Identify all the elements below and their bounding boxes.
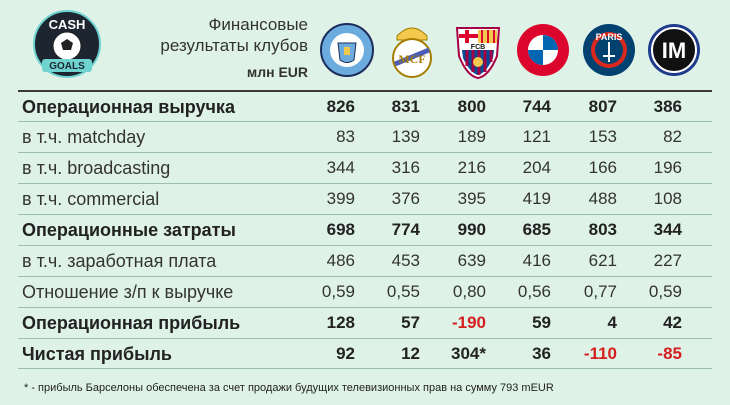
- real-madrid-crest-text: MCF: [398, 52, 425, 66]
- row-label: Операционные затраты: [22, 220, 236, 240]
- table-cell: 419: [522, 189, 551, 208]
- table-cell: 36: [532, 344, 551, 363]
- table-row: Операционная прибыль 128 57 -190 59 4 42: [18, 307, 712, 338]
- table-cell: 227: [653, 251, 682, 270]
- table-cell: 803: [588, 220, 617, 239]
- table-cell: 807: [588, 97, 617, 116]
- table-row: Операционная выручка 826 831 800 744 807 386: [18, 90, 712, 121]
- barcelona-crest-text: FCB: [471, 44, 485, 51]
- real-madrid-crest-icon: MCF: [383, 18, 441, 82]
- table-cell: 698: [326, 220, 355, 239]
- row-label: Отношение з/п к выручке: [22, 282, 234, 302]
- table-cell: 4: [607, 313, 617, 332]
- table-cell: 774: [391, 220, 420, 239]
- table-cell: 82: [663, 127, 682, 146]
- table-cell: 204: [522, 158, 551, 177]
- footnote: * - прибыль Барселоны обеспечена за счет…: [24, 382, 554, 394]
- table-cell: -110: [583, 344, 617, 363]
- table-cell: 92: [336, 344, 355, 363]
- row-label: в т.ч. matchday: [22, 127, 146, 147]
- table-cell: -85: [657, 344, 682, 363]
- table-row: в т.ч. matchday 83 139 189 121 153 82: [18, 121, 712, 152]
- table-cell: 453: [391, 251, 420, 270]
- row-label: Чистая прибыль: [22, 344, 172, 364]
- table-cell: 990: [457, 220, 486, 239]
- table-cell: 395: [457, 189, 486, 208]
- table-cell: 831: [391, 97, 420, 116]
- table-cell: 128: [326, 313, 355, 332]
- psg-crest-text: PARIS: [596, 32, 623, 42]
- table-cell: 166: [588, 158, 617, 177]
- table-cell: 108: [653, 189, 682, 208]
- psg-crest-icon: PARIS: [580, 18, 638, 82]
- table-cell: 344: [653, 220, 682, 239]
- table-cell: 0,80: [452, 282, 486, 301]
- table-cell: 216: [457, 158, 486, 177]
- unit-label: млн EUR: [246, 64, 308, 80]
- table-cell: 59: [532, 313, 551, 332]
- table-row: Чистая прибыль 92 12 304* 36 -110 -85: [18, 338, 712, 369]
- row-label: в т.ч. broadcasting: [22, 158, 171, 178]
- table-cell: 344: [326, 158, 355, 177]
- cash-goals-logo: CASH GOALS: [28, 8, 106, 80]
- inter-crest-icon: IM: [645, 18, 703, 82]
- table-cell: 0,77: [583, 282, 617, 301]
- table-cell: 0,59: [648, 282, 682, 301]
- table-cell: 800: [457, 97, 486, 116]
- table-cell: 304*: [451, 344, 486, 363]
- table-cell: 57: [401, 313, 420, 332]
- table-cell: 153: [588, 127, 617, 146]
- table-cell: 83: [336, 127, 355, 146]
- table-cell: 685: [522, 220, 551, 239]
- financial-results-table: Операционная выручка 826 831 800 744 807 386 в …: [18, 90, 712, 369]
- table-cell: 376: [391, 189, 420, 208]
- table-row: в т.ч. commercial 399 376 395 419 488 108: [18, 183, 712, 214]
- table-cell: 121: [522, 127, 551, 146]
- inter-crest-text: IM: [662, 38, 686, 63]
- table-cell: 139: [391, 127, 420, 146]
- page-title: Финансовые результаты клубов: [160, 15, 308, 55]
- table-cell: 416: [522, 251, 551, 270]
- table-row: Отношение з/п к выручке 0,59 0,55 0,80 0,56 0…: [18, 276, 712, 307]
- row-label: Операционная прибыль: [22, 313, 241, 333]
- table-cell: 399: [326, 189, 355, 208]
- table-cell: -190: [451, 313, 486, 332]
- bayern-crest-icon: [514, 18, 572, 82]
- row-label: в т.ч. заработная плата: [22, 251, 217, 271]
- table-cell: 386: [653, 97, 682, 116]
- table-cell: 316: [391, 158, 420, 177]
- logo-text-bottom: GOALS: [49, 61, 85, 72]
- man-city-crest-icon: [318, 18, 376, 82]
- table-row: Операционные затраты 698 774 990 685 803 344: [18, 214, 712, 245]
- row-label: в т.ч. commercial: [22, 189, 160, 209]
- table-cell: 189: [457, 127, 486, 146]
- table-cell: 488: [588, 189, 617, 208]
- row-label: Операционная выручка: [22, 97, 235, 117]
- table-cell: 196: [653, 158, 682, 177]
- table-cell: 42: [663, 313, 682, 332]
- barcelona-crest-icon: FCB: [449, 18, 507, 82]
- logo-text-top: CASH: [49, 17, 86, 32]
- table-cell: 639: [457, 251, 486, 270]
- table-cell: 0,56: [517, 282, 551, 301]
- table-cell: 0,55: [386, 282, 420, 301]
- table-cell: 0,59: [321, 282, 355, 301]
- table-row: в т.ч. заработная плата 486 453 639 416 621 22…: [18, 245, 712, 276]
- table-cell: 744: [522, 97, 551, 116]
- table-cell: 12: [401, 344, 420, 363]
- table-cell: 621: [588, 251, 617, 270]
- table-cell: 826: [326, 97, 355, 116]
- table-row: в т.ч. broadcasting 344 316 216 204 166 196: [18, 152, 712, 183]
- table-cell: 486: [326, 251, 355, 270]
